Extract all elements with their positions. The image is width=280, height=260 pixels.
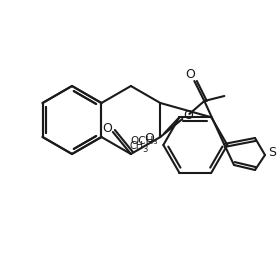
Text: OCH₃: OCH₃ xyxy=(130,136,158,146)
Text: CH: CH xyxy=(129,141,143,151)
Text: O: O xyxy=(185,68,195,81)
Text: O: O xyxy=(102,121,112,134)
Text: 3: 3 xyxy=(143,145,148,154)
Text: S: S xyxy=(268,146,276,159)
Text: O: O xyxy=(183,108,193,121)
Text: O: O xyxy=(144,132,154,145)
